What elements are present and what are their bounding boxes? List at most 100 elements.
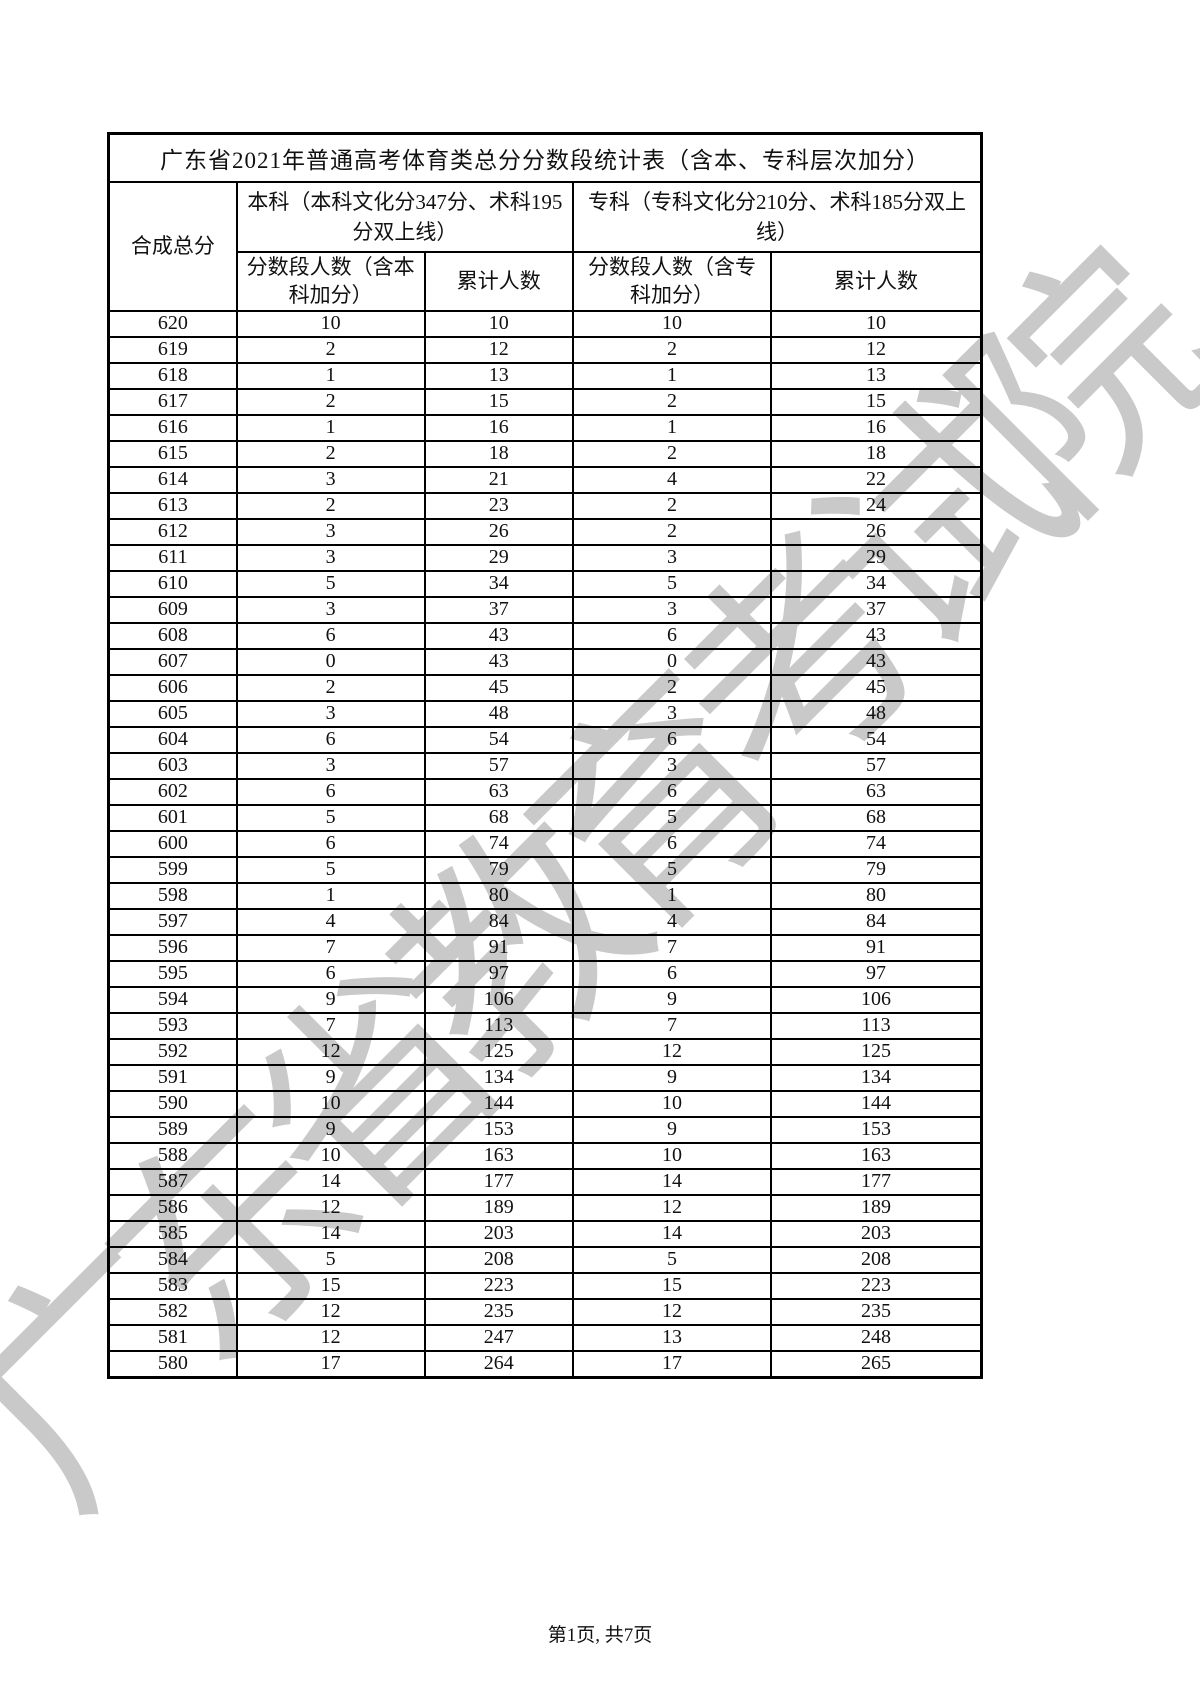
table-row: 583 15 223 15 223 [107, 1271, 983, 1300]
benke-count-cell: 7 [235, 933, 426, 962]
zhuanke-cumulative-cell: 177 [770, 1167, 983, 1196]
zhuanke-cumulative-cell: 84 [770, 907, 983, 936]
score-cell: 581 [107, 1323, 238, 1352]
score-cell: 616 [107, 413, 238, 442]
col-header-zhuanke-cumulative: 累计人数 [770, 251, 983, 312]
benke-cumulative-cell: 16 [423, 413, 574, 442]
zhuanke-count-cell: 4 [571, 465, 773, 494]
zhuanke-cumulative-cell: 22 [770, 465, 983, 494]
zhuanke-count-cell: 3 [571, 543, 773, 572]
benke-cumulative-cell: 80 [423, 881, 574, 910]
score-cell: 605 [107, 699, 238, 728]
score-cell: 596 [107, 933, 238, 962]
score-cell: 615 [107, 439, 238, 468]
benke-count-cell: 1 [235, 361, 426, 390]
benke-count-cell: 3 [235, 517, 426, 546]
score-cell: 600 [107, 829, 238, 858]
score-cell: 608 [107, 621, 238, 650]
benke-cumulative-cell: 74 [423, 829, 574, 858]
table-row: 602 6 63 6 63 [107, 777, 983, 806]
score-cell: 603 [107, 751, 238, 780]
score-cell: 595 [107, 959, 238, 988]
score-cell: 619 [107, 335, 238, 364]
table-title: 广东省2021年普通高考体育类总分分数段统计表（含本、专科层次加分） [107, 132, 983, 183]
zhuanke-cumulative-cell: 15 [770, 387, 983, 416]
col-header-benke-cumulative: 累计人数 [423, 251, 574, 312]
benke-count-cell: 0 [235, 647, 426, 676]
benke-cumulative-cell: 45 [423, 673, 574, 702]
benke-count-cell: 1 [235, 413, 426, 442]
score-cell: 591 [107, 1063, 238, 1092]
zhuanke-count-cell: 3 [571, 595, 773, 624]
score-cell: 617 [107, 387, 238, 416]
page-footer: 第1页, 共7页 [547, 1625, 653, 1646]
benke-cumulative-cell: 153 [423, 1115, 574, 1144]
table-row: 606 2 45 2 45 [107, 673, 983, 702]
zhuanke-cumulative-cell: 134 [770, 1063, 983, 1092]
table-row: 581 12 247 13 248 [107, 1323, 983, 1352]
score-cell: 604 [107, 725, 238, 754]
benke-cumulative-cell: 203 [423, 1219, 574, 1248]
zhuanke-count-cell: 14 [571, 1219, 773, 1248]
score-cell: 593 [107, 1011, 238, 1040]
zhuanke-count-cell: 6 [571, 829, 773, 858]
zhuanke-cumulative-cell: 43 [770, 621, 983, 650]
benke-count-cell: 6 [235, 959, 426, 988]
zhuanke-cumulative-cell: 48 [770, 699, 983, 728]
benke-cumulative-cell: 21 [423, 465, 574, 494]
zhuanke-count-cell: 4 [571, 907, 773, 936]
benke-cumulative-cell: 208 [423, 1245, 574, 1274]
zhuanke-cumulative-cell: 18 [770, 439, 983, 468]
benke-count-cell: 3 [235, 465, 426, 494]
score-cell: 612 [107, 517, 238, 546]
table-row: 607 0 43 0 43 [107, 647, 983, 676]
benke-cumulative-cell: 12 [423, 335, 574, 364]
benke-cumulative-cell: 91 [423, 933, 574, 962]
table-row: 589 9 153 9 153 [107, 1115, 983, 1144]
zhuanke-cumulative-cell: 223 [770, 1271, 983, 1300]
benke-count-cell: 4 [235, 907, 426, 936]
score-cell: 580 [107, 1349, 238, 1379]
table-row: 585 14 203 14 203 [107, 1219, 983, 1248]
score-table-body: 620 10 10 10 10 619 2 12 2 12 618 1 13 1 13 617 2 15 2 15 61… [107, 309, 983, 1379]
zhuanke-cumulative-cell: 54 [770, 725, 983, 754]
benke-count-cell: 6 [235, 621, 426, 650]
zhuanke-count-cell: 7 [571, 933, 773, 962]
benke-count-cell: 9 [235, 985, 426, 1014]
zhuanke-cumulative-cell: 248 [770, 1323, 983, 1352]
col-header-benke-count: 分数段人数（含本科加分） [235, 251, 426, 312]
zhuanke-count-cell: 1 [571, 361, 773, 390]
score-cell: 610 [107, 569, 238, 598]
zhuanke-cumulative-cell: 34 [770, 569, 983, 598]
table-row: 601 5 68 5 68 [107, 803, 983, 832]
benke-cumulative-cell: 163 [423, 1141, 574, 1170]
benke-count-cell: 12 [235, 1323, 426, 1352]
zhuanke-cumulative-cell: 163 [770, 1141, 983, 1170]
benke-cumulative-cell: 134 [423, 1063, 574, 1092]
benke-count-cell: 14 [235, 1167, 426, 1196]
zhuanke-cumulative-cell: 91 [770, 933, 983, 962]
zhuanke-count-cell: 14 [571, 1167, 773, 1196]
zhuanke-cumulative-cell: 45 [770, 673, 983, 702]
col-group-zhuanke: 专科（专科文化分210分、术科185分双上线） [571, 181, 983, 253]
benke-count-cell: 6 [235, 777, 426, 806]
benke-count-cell: 12 [235, 1037, 426, 1066]
zhuanke-count-cell: 12 [571, 1037, 773, 1066]
benke-count-cell: 3 [235, 751, 426, 780]
score-cell: 599 [107, 855, 238, 884]
score-cell: 606 [107, 673, 238, 702]
benke-cumulative-cell: 223 [423, 1271, 574, 1300]
zhuanke-cumulative-cell: 113 [770, 1011, 983, 1040]
benke-cumulative-cell: 125 [423, 1037, 574, 1066]
title-row: 广东省2021年普通高考体育类总分分数段统计表（含本、专科层次加分） [107, 132, 983, 183]
score-table: 广东省2021年普通高考体育类总分分数段统计表（含本、专科层次加分） 合成总分 … [107, 132, 983, 1379]
table-row: 580 17 264 17 265 [107, 1349, 983, 1379]
zhuanke-cumulative-cell: 13 [770, 361, 983, 390]
score-cell: 589 [107, 1115, 238, 1144]
zhuanke-count-cell: 10 [571, 1141, 773, 1170]
score-cell: 592 [107, 1037, 238, 1066]
benke-count-cell: 17 [235, 1349, 426, 1379]
benke-count-cell: 5 [235, 803, 426, 832]
benke-cumulative-cell: 48 [423, 699, 574, 728]
